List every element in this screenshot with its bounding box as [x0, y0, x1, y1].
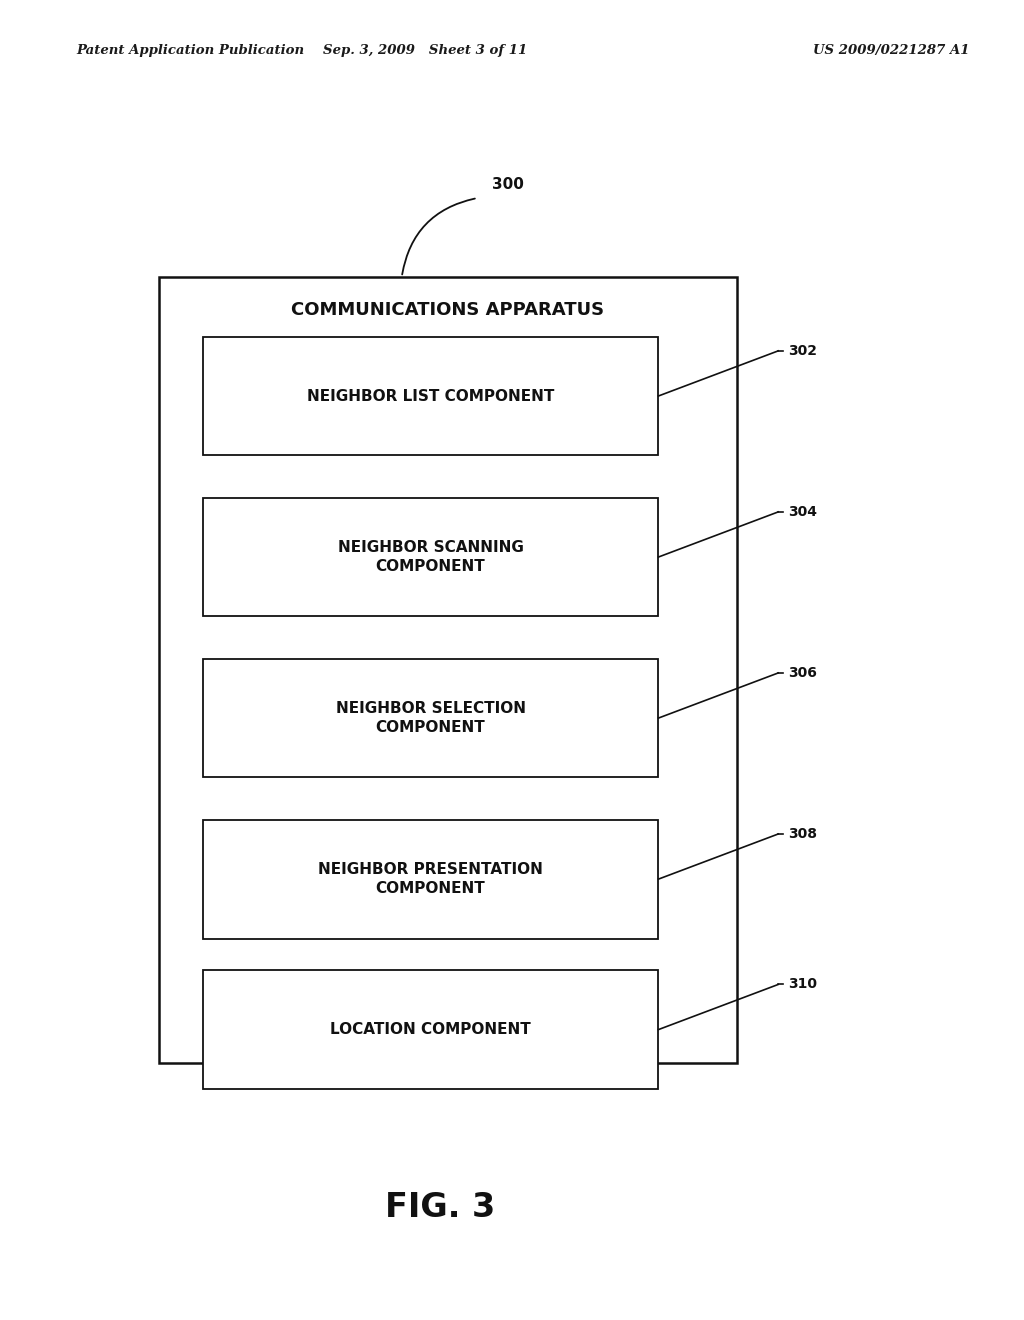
Text: LOCATION COMPONENT: LOCATION COMPONENT [330, 1022, 531, 1038]
Text: 310: 310 [788, 977, 817, 991]
Text: Sep. 3, 2009   Sheet 3 of 11: Sep. 3, 2009 Sheet 3 of 11 [323, 44, 527, 57]
Text: Patent Application Publication: Patent Application Publication [77, 44, 305, 57]
Bar [203, 498, 658, 616]
Text: 304: 304 [788, 504, 817, 519]
Text: COMMUNICATIONS APPARATUS: COMMUNICATIONS APPARATUS [292, 301, 604, 319]
Text: NEIGHBOR SCANNING
COMPONENT: NEIGHBOR SCANNING COMPONENT [338, 540, 523, 574]
Text: 308: 308 [788, 826, 817, 841]
Bar [203, 337, 658, 455]
Text: 300: 300 [493, 177, 524, 193]
Text: 302: 302 [788, 343, 817, 358]
Bar [203, 820, 658, 939]
Text: FIG. 3: FIG. 3 [385, 1191, 496, 1225]
Text: US 2009/0221287 A1: US 2009/0221287 A1 [813, 44, 969, 57]
Bar [203, 970, 658, 1089]
Bar [159, 277, 737, 1063]
Text: NEIGHBOR LIST COMPONENT: NEIGHBOR LIST COMPONENT [307, 388, 554, 404]
Text: NEIGHBOR SELECTION
COMPONENT: NEIGHBOR SELECTION COMPONENT [336, 701, 525, 735]
Text: 306: 306 [788, 665, 817, 680]
Bar [203, 659, 658, 777]
Text: NEIGHBOR PRESENTATION
COMPONENT: NEIGHBOR PRESENTATION COMPONENT [318, 862, 543, 896]
